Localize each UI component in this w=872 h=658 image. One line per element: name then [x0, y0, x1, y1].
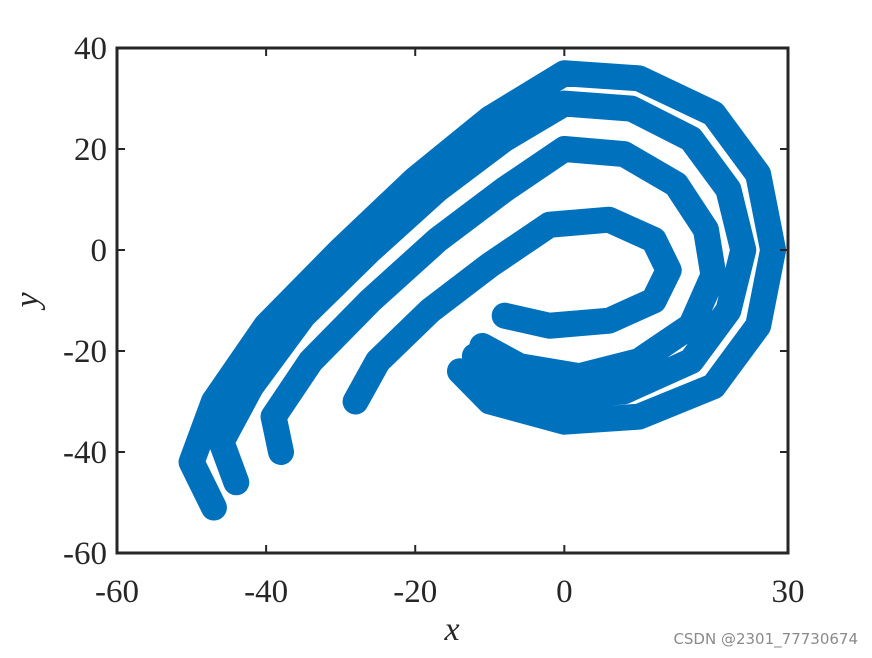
- attractor-trajectory: [178, 60, 787, 521]
- y-tick-label: 0: [91, 233, 108, 269]
- y-tick-label: -20: [63, 334, 107, 370]
- y-tick-label: -60: [63, 536, 107, 572]
- watermark: CSDN @2301_77730674: [673, 630, 858, 649]
- y-tick-label: 40: [74, 31, 107, 67]
- x-tick-label: -60: [95, 574, 139, 610]
- x-tick-label: -20: [393, 574, 437, 610]
- y-axis-label: y: [9, 292, 46, 311]
- x-tick-label: -40: [244, 574, 288, 610]
- x-tick-label: 0: [556, 574, 573, 610]
- plot-frame: [115, 46, 790, 555]
- y-tick-label: -40: [63, 435, 107, 471]
- x-tick-label: 30: [772, 574, 805, 610]
- x-axis-label: x: [443, 611, 459, 648]
- y-tick-label: 20: [74, 132, 107, 168]
